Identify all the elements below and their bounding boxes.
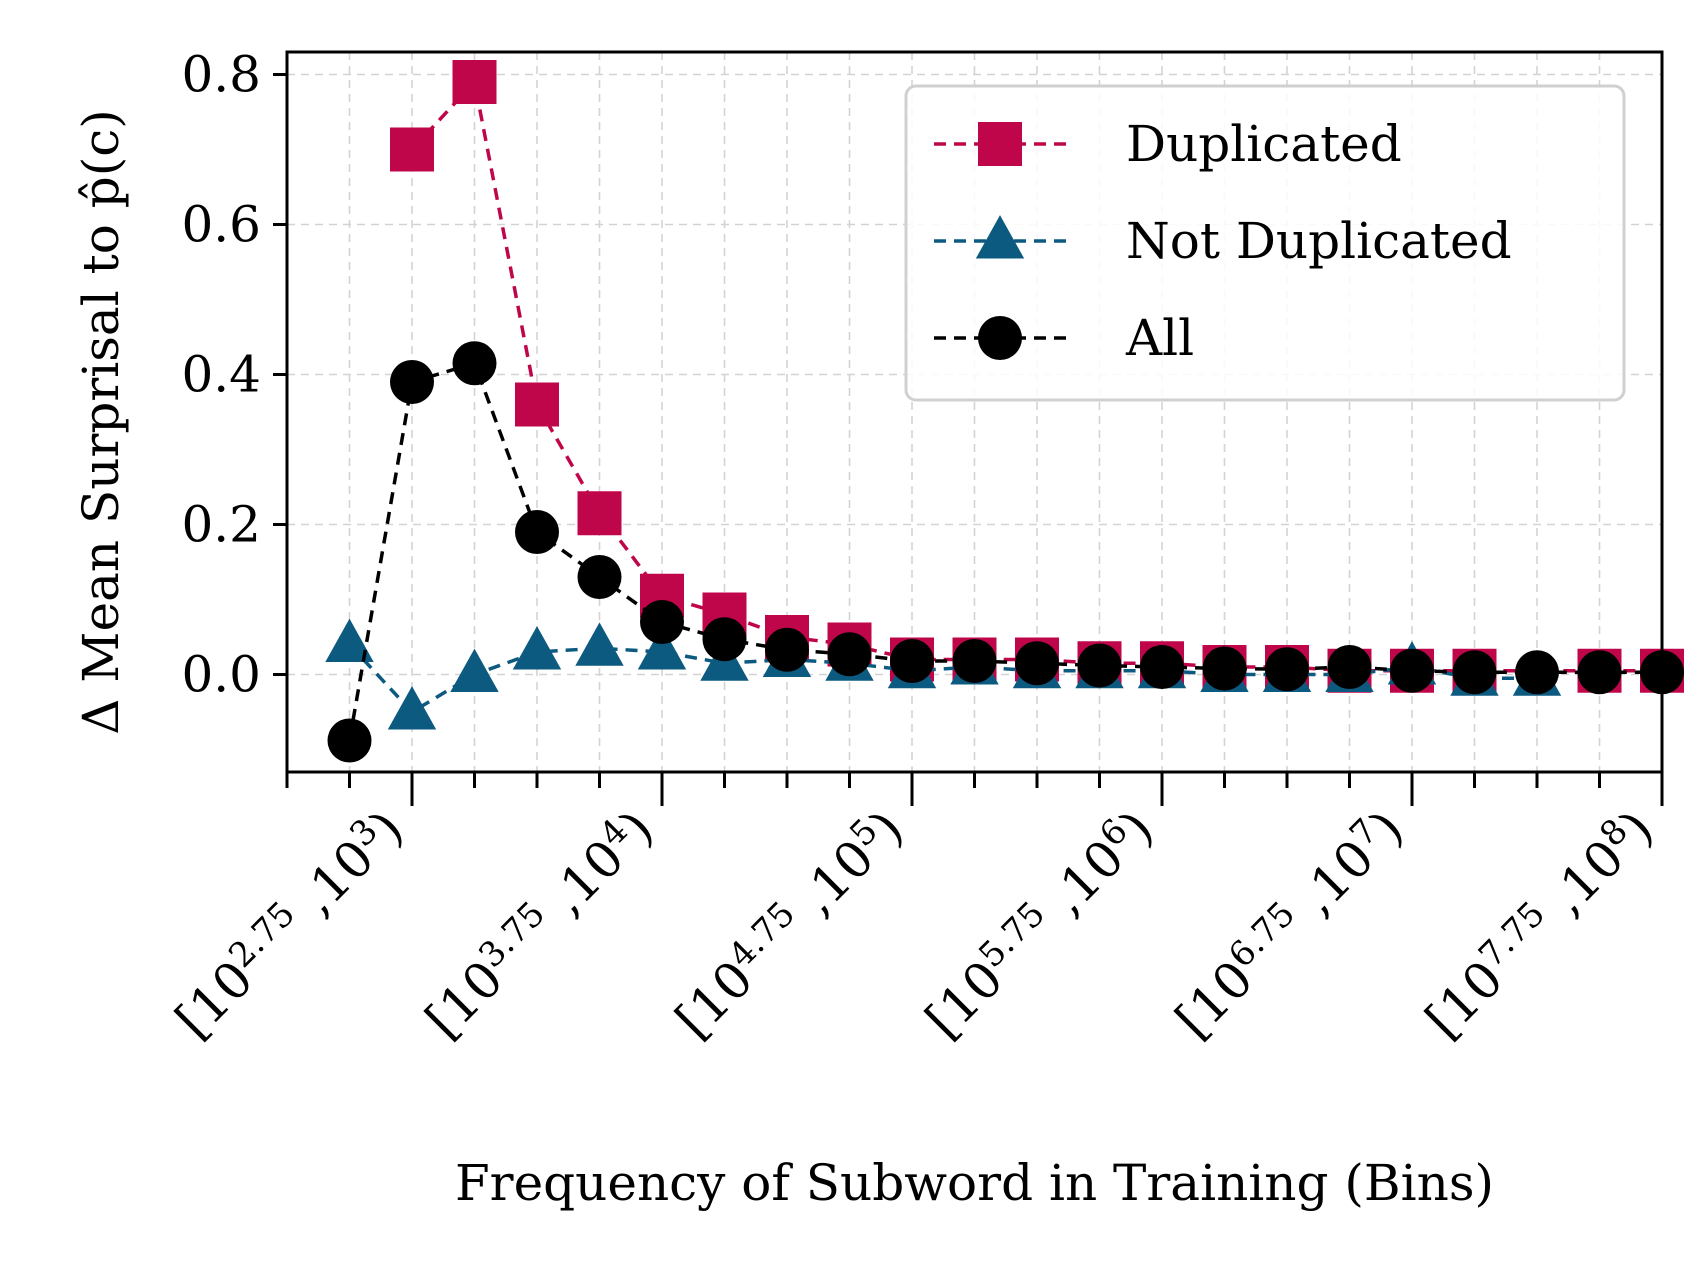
data-point-not-duplicated — [575, 622, 624, 666]
data-point-all — [765, 627, 809, 672]
data-point-all — [827, 632, 872, 677]
data-point-not-duplicated — [637, 626, 687, 670]
legend-label-not-duplicated: Not Duplicated — [1126, 212, 1512, 270]
legend-box — [904, 84, 1626, 402]
series-all — [327, 341, 1684, 763]
data-point-all — [702, 617, 747, 662]
y-tick-label: 0.6 — [181, 196, 261, 254]
legend-label-all: All — [1125, 309, 1194, 367]
y-tick-label: 0.8 — [181, 46, 261, 104]
data-point-duplicated — [515, 382, 559, 427]
legend-label-duplicated: Duplicated — [1126, 115, 1402, 173]
x-axis-title: Frequency of Subword in Training (Bins) — [455, 1154, 1494, 1212]
y-axis-title: Δ Mean Surprisal to p̂(c) — [72, 109, 130, 734]
legend-marker-duplicated — [978, 122, 1022, 166]
x-tick-label: [103.75 ,104) — [412, 797, 664, 1049]
y-axis: 0.0 0.2 0.4 0.6 0.8 — [181, 46, 287, 704]
y-tick-label: 0.4 — [181, 346, 261, 404]
x-tick-label: [102.75 ,103) — [162, 797, 414, 1049]
x-tick-label: [105.75 ,106) — [912, 797, 1164, 1049]
y-tick-label: 0.0 — [181, 646, 261, 704]
legend: Duplicated Not Duplicated All — [904, 84, 1626, 402]
data-point-all — [1515, 650, 1559, 695]
legend-marker-all — [978, 316, 1022, 360]
series-line-all — [347, 361, 1662, 741]
data-point-duplicated — [452, 60, 497, 104]
data-point-not-duplicated — [387, 686, 437, 730]
data-point-all — [1202, 646, 1247, 691]
data-point-all — [515, 510, 559, 554]
series-layer — [325, 60, 1684, 763]
data-point-not-duplicated — [512, 626, 562, 670]
x-axis: [102.75 ,103)[103.75 ,104)[104.75 ,105)[… — [162, 772, 1664, 1049]
data-point-all — [452, 341, 497, 386]
data-point-all — [327, 718, 372, 763]
y-tick-label: 0.2 — [181, 496, 261, 554]
data-point-all — [640, 600, 684, 644]
data-point-all — [952, 639, 997, 683]
data-point-duplicated — [577, 491, 622, 536]
data-point-all — [1265, 647, 1309, 692]
data-point-all — [1390, 648, 1434, 693]
data-point-all — [1140, 645, 1184, 689]
data-point-all — [1452, 650, 1497, 695]
data-point-all — [1577, 650, 1622, 695]
legend-marker-not-duplicated — [975, 215, 1025, 259]
data-point-not-duplicated — [450, 648, 499, 693]
data-point-all — [1327, 645, 1372, 689]
series-not-duplicated — [325, 618, 1562, 730]
x-tick-label: [107.75 ,108) — [1412, 797, 1664, 1049]
data-point-all — [1015, 641, 1059, 686]
data-point-duplicated — [390, 127, 434, 172]
data-point-not-duplicated — [325, 618, 374, 663]
data-point-all — [390, 360, 434, 404]
data-point-all — [890, 639, 934, 683]
data-point-all — [577, 555, 622, 599]
x-tick-label: [104.75 ,105) — [662, 797, 914, 1049]
x-tick-label: [106.75 ,107) — [1162, 797, 1414, 1049]
data-point-all — [1077, 643, 1122, 688]
